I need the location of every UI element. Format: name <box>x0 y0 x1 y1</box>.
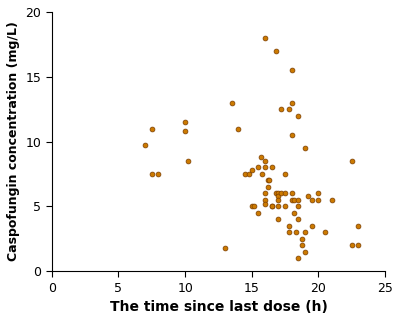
Point <box>235 126 242 131</box>
Point <box>264 178 271 183</box>
Point <box>288 191 295 196</box>
Point <box>275 193 282 198</box>
Point <box>304 193 311 198</box>
Point <box>222 245 228 250</box>
Point <box>355 223 362 228</box>
Point <box>259 171 266 177</box>
Point <box>255 210 262 215</box>
Point <box>322 230 328 235</box>
Point <box>251 204 258 209</box>
Point <box>282 191 288 196</box>
Point <box>258 154 264 160</box>
Point <box>286 107 292 112</box>
Point <box>182 129 188 134</box>
Point <box>288 68 295 73</box>
Point <box>292 230 299 235</box>
Point <box>308 197 315 202</box>
Point <box>355 243 362 248</box>
Point <box>315 191 322 196</box>
Point <box>255 165 262 170</box>
Point <box>278 107 284 112</box>
Point <box>295 197 302 202</box>
Point <box>291 210 298 215</box>
Point <box>299 243 306 248</box>
Point <box>275 217 282 222</box>
Point <box>348 158 355 163</box>
Point <box>262 35 268 40</box>
Point <box>282 204 288 209</box>
Point <box>275 191 282 196</box>
Point <box>266 178 272 183</box>
Point <box>228 100 235 105</box>
Point <box>248 204 255 209</box>
Point <box>268 204 275 209</box>
Point <box>302 145 308 151</box>
Point <box>286 223 292 228</box>
X-axis label: The time since last dose (h): The time since last dose (h) <box>110 300 327 314</box>
Point <box>148 126 155 131</box>
Point <box>272 191 279 196</box>
Point <box>262 158 268 163</box>
Point <box>148 171 155 177</box>
Point <box>142 143 148 148</box>
Point <box>288 197 295 202</box>
Point <box>288 133 295 138</box>
Point <box>262 191 268 196</box>
Point <box>282 171 288 177</box>
Point <box>278 191 284 196</box>
Point <box>295 113 302 118</box>
Y-axis label: Caspofungin concentration (mg/L): Caspofungin concentration (mg/L) <box>7 22 20 261</box>
Point <box>295 217 302 222</box>
Point <box>246 171 252 177</box>
Point <box>328 197 335 202</box>
Point <box>315 197 322 202</box>
Point <box>275 204 282 209</box>
Point <box>295 256 302 261</box>
Point <box>348 243 355 248</box>
Point <box>242 171 248 177</box>
Point <box>291 197 298 202</box>
Point <box>299 236 306 241</box>
Point <box>268 204 275 209</box>
Point <box>286 230 292 235</box>
Point <box>248 168 255 173</box>
Point <box>302 249 308 254</box>
Point <box>155 171 162 177</box>
Point <box>262 165 268 170</box>
Point <box>272 48 279 53</box>
Point <box>264 184 271 189</box>
Point <box>295 204 302 209</box>
Point <box>262 197 268 202</box>
Point <box>182 119 188 125</box>
Point <box>288 100 295 105</box>
Point <box>268 165 275 170</box>
Point <box>302 230 308 235</box>
Point <box>308 223 315 228</box>
Point <box>184 158 191 163</box>
Point <box>275 197 282 202</box>
Point <box>262 201 268 206</box>
